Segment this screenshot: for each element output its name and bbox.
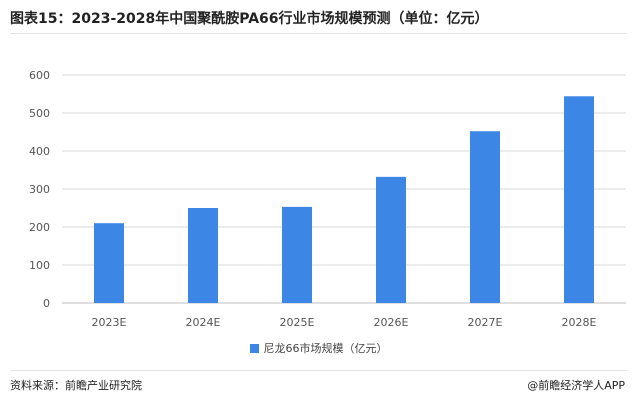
x-tick-label: 2023E [92,316,127,329]
y-tick-label: 300 [29,183,50,196]
source-note: 资料来源：前瞻产业研究院 [10,379,142,392]
x-tick-label: 2024E [186,316,221,329]
x-axis-ticks: 2023E 2024E 2025E 2026E 2027E 2028E [92,316,597,329]
legend-label: 尼龙66市场规模（亿元） [263,342,388,355]
bar-2024E [188,208,218,303]
y-tick-label: 500 [29,107,50,120]
y-tick-label: 0 [43,297,50,310]
credit-note: @前瞻经济学人APP [527,379,625,392]
bar-2025E [282,206,312,303]
y-tick-label: 200 [29,221,50,234]
legend-swatch [249,344,259,353]
x-tick-label: 2026E [374,316,409,329]
x-tick-label: 2025E [280,316,315,329]
legend: 尼龙66市场规模（亿元） [0,340,637,356]
bars [94,96,594,303]
gridlines [62,74,626,304]
footer-divider [10,370,627,371]
bar-2027E [470,131,500,303]
y-axis-ticks: 0 100 200 300 400 500 600 [29,69,50,310]
x-tick-label: 2028E [562,316,597,329]
bar-2028E [564,96,594,303]
bar-2023E [94,223,124,303]
title-divider [10,33,627,34]
y-tick-label: 400 [29,145,50,158]
bar-2026E [376,176,406,303]
chart-title: 图表15：2023-2028年中国聚酰胺PA66行业市场规模预测（单位：亿元） [10,11,489,27]
y-tick-label: 100 [29,259,50,272]
x-tick-label: 2027E [468,316,503,329]
y-tick-label: 600 [29,69,50,82]
